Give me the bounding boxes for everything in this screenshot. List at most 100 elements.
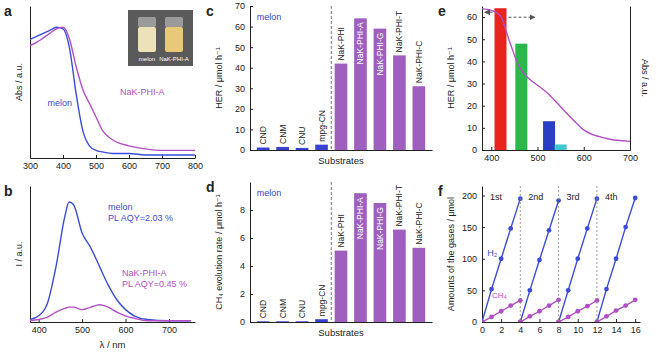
tick-label: 20 — [235, 104, 245, 114]
series-marker — [482, 320, 484, 322]
tick-mark — [250, 109, 253, 110]
tick-mark — [482, 322, 485, 323]
tick-mark — [63, 155, 64, 158]
bar — [543, 121, 555, 150]
series-marker — [499, 256, 504, 261]
panel-label: f — [438, 183, 443, 199]
series-marker — [537, 309, 542, 314]
tick: 600 — [577, 147, 592, 163]
tick-label: 14 — [612, 325, 622, 335]
axis — [630, 7, 631, 151]
axis — [251, 150, 433, 151]
tick-mark — [250, 129, 253, 130]
category-label: NaK-PHI-A — [355, 197, 365, 239]
tick-label: 2 — [240, 289, 245, 299]
tick: 600 — [119, 319, 134, 335]
series-marker — [527, 314, 532, 319]
tick-mark — [482, 290, 485, 291]
panel: 300400500600700800aAbs / a.u.melonNaK-PH… — [4, 3, 203, 171]
tick-mark — [482, 17, 485, 18]
axis-line — [483, 322, 641, 323]
tick-mark — [482, 39, 485, 40]
annotations: CNDCNMCNUmpg-CNNaK-PHINaK-PHI-ANaK-PHI-G… — [257, 6, 424, 150]
tick-label: 0 — [240, 145, 245, 155]
annotation: melon — [257, 188, 282, 198]
axis — [30, 187, 31, 323]
annotation: 3rd — [567, 192, 580, 202]
x-axis-title: Substrates — [318, 327, 364, 338]
panel: 4005006007000102030405060eHER / μmol h⁻¹… — [438, 3, 650, 163]
tick-label: 400 — [484, 153, 499, 163]
axis-line — [482, 187, 483, 323]
tick-label: 0 — [472, 317, 477, 327]
tick-mark — [578, 319, 579, 322]
tick-label: 50 — [235, 43, 245, 53]
tick: 0 — [472, 145, 485, 155]
annotations: melonNaK-PHI-AmelonNaK-PHI-A — [47, 10, 193, 108]
tick-mark — [501, 319, 502, 322]
tick-label: 600 — [577, 153, 592, 163]
series-marker — [585, 226, 590, 231]
tick-label: 500 — [530, 153, 545, 163]
series-line — [482, 9, 630, 141]
tick-label: 4 — [240, 261, 245, 271]
tick-mark — [482, 128, 485, 129]
series-marker — [508, 303, 513, 308]
panel-label: b — [4, 183, 13, 199]
series-marker — [527, 288, 532, 293]
category-label: CND — [258, 126, 268, 144]
bar — [393, 230, 406, 322]
series-marker — [585, 304, 590, 309]
inset-label: NaK-PHI-A — [159, 56, 189, 62]
vial-cap — [165, 17, 183, 27]
tick: 500 — [89, 155, 104, 171]
tick-mark — [250, 88, 253, 89]
bar — [296, 148, 309, 150]
y-axis-title: Abs / a.u. — [14, 63, 24, 101]
axis — [251, 322, 433, 323]
tick: 60 — [467, 12, 485, 22]
axis: 02468 — [240, 183, 253, 328]
series-marker — [575, 309, 580, 314]
category-label: mpg-CN — [317, 285, 327, 317]
tick: 14 — [612, 319, 622, 335]
series-label: NaK-PHI-A — [122, 268, 167, 278]
arrow — [509, 17, 535, 18]
bar — [354, 193, 367, 322]
annotation: 1st — [490, 192, 503, 202]
series-line — [30, 305, 191, 321]
tick: 6 — [537, 319, 542, 335]
tick-mark — [482, 227, 485, 228]
bar — [413, 86, 426, 150]
tick: 10 — [467, 123, 485, 133]
tick: 60 — [235, 22, 253, 32]
bar — [315, 145, 328, 150]
bar — [354, 18, 367, 150]
category-label: NaK-PHI-C — [414, 202, 424, 245]
tick: 2 — [499, 319, 504, 335]
cycle-separator — [520, 186, 521, 322]
tick-mark — [195, 155, 196, 158]
tick-label: 10 — [467, 123, 477, 133]
tick-mark — [482, 106, 485, 107]
tick: 150 — [462, 222, 485, 232]
tick: 40 — [467, 57, 485, 67]
tick-mark — [250, 150, 253, 151]
tick-mark — [250, 266, 253, 267]
y-axis-title: HER / μmol h⁻¹ — [446, 47, 456, 108]
series-marker — [623, 225, 628, 230]
tick-mark — [250, 27, 253, 28]
tick-label: 400 — [56, 161, 71, 171]
tick-label: 700 — [623, 153, 638, 163]
tick-mark — [250, 6, 253, 7]
bar — [315, 319, 328, 322]
annotations: CNDCNMCNUmpg-CNNaK-PHINaK-PHI-ANaK-PHI-G… — [257, 182, 424, 322]
tick-mark — [482, 259, 485, 260]
tick: 400 — [56, 155, 71, 171]
category-label: NaK-PHI-G — [375, 33, 385, 76]
tick-label: 60 — [467, 12, 477, 22]
category-label: NaK-PHI-T — [394, 185, 404, 227]
category-label: NaK-PHI-T — [394, 11, 404, 53]
tick-label: 0 — [472, 145, 477, 155]
tick: 20 — [467, 101, 485, 111]
